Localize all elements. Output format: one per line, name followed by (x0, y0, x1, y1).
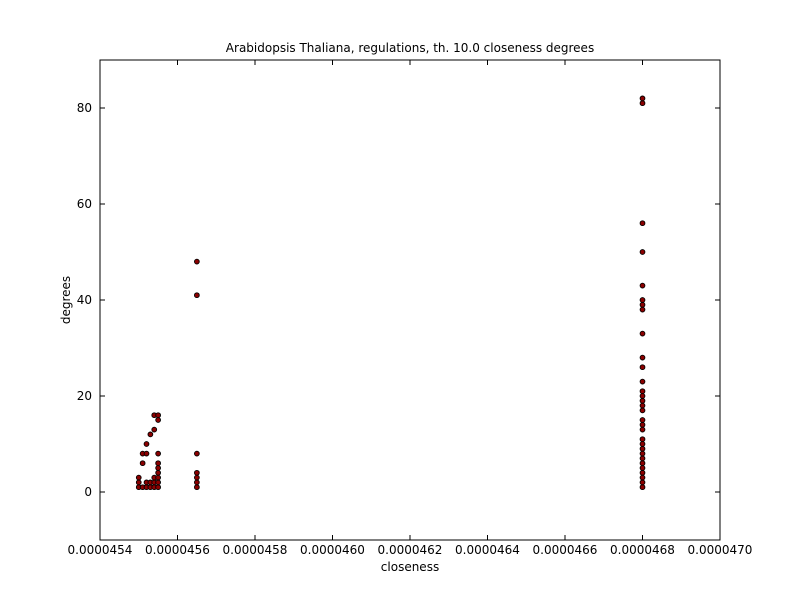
data-point (639, 282, 646, 289)
data-point (194, 484, 200, 491)
data-point (151, 426, 158, 433)
data-point (135, 479, 142, 486)
data-point (639, 474, 646, 481)
data-point (155, 412, 161, 419)
data-point (155, 417, 161, 423)
x-tick-label: 0.0000456 (145, 543, 210, 557)
data-point (639, 364, 646, 371)
data-point (639, 421, 646, 428)
data-point (147, 431, 154, 438)
data-point (143, 441, 150, 447)
data-point (639, 402, 646, 409)
y-tick-label: 40 (77, 293, 92, 307)
x-tick-label: 0.0000470 (688, 543, 753, 557)
data-point (639, 393, 646, 399)
data-point (639, 479, 646, 486)
y-tick-label: 80 (77, 101, 92, 115)
data-point (155, 450, 161, 457)
data-point (639, 249, 646, 255)
data-point (639, 445, 646, 452)
y-axis-ticks: 0 20 40 60 80 (77, 101, 720, 499)
x-tick-label: 0.0000468 (610, 543, 675, 557)
data-point (639, 455, 646, 462)
y-axis-label: degrees (59, 276, 73, 324)
data-point (639, 306, 646, 313)
data-point (639, 95, 646, 102)
data-point (639, 417, 646, 423)
data-point (639, 220, 646, 227)
x-tick-label: 0.0000464 (455, 543, 520, 557)
x-tick-label: 0.0000454 (68, 543, 133, 557)
x-tick-label: 0.0000460 (300, 543, 365, 557)
data-point (194, 469, 200, 476)
data-point (639, 450, 646, 457)
data-points (135, 95, 646, 491)
y-tick-label: 60 (77, 197, 92, 211)
y-tick-label: 0 (84, 485, 92, 499)
data-point (139, 460, 146, 467)
data-point (639, 397, 646, 404)
data-point (639, 330, 646, 337)
data-point (135, 474, 142, 481)
data-point (194, 292, 200, 299)
x-axis-ticks: 0.0000454 0.0000456 0.0000458 0.0000460 0.00… (68, 60, 753, 557)
data-point (155, 465, 161, 471)
x-tick-label: 0.0000458 (223, 543, 288, 557)
data-point (639, 465, 646, 471)
data-point (639, 388, 646, 395)
data-point (143, 450, 150, 457)
data-point (639, 378, 646, 385)
data-point (155, 479, 161, 486)
data-point (194, 258, 200, 265)
data-point (639, 484, 646, 491)
data-point (639, 301, 646, 308)
data-point (639, 100, 646, 107)
x-tick-label: 0.0000466 (533, 543, 598, 557)
data-point (639, 354, 646, 361)
data-point (155, 469, 161, 476)
data-point (639, 441, 646, 447)
x-tick-label: 0.0000462 (378, 543, 443, 557)
data-point (639, 407, 646, 414)
data-point (639, 469, 646, 476)
data-point (194, 479, 200, 486)
data-point (639, 460, 646, 467)
data-point (155, 460, 161, 467)
data-point (639, 426, 646, 433)
data-point (155, 484, 161, 491)
data-point (194, 450, 200, 457)
x-axis-label: closeness (381, 560, 439, 574)
data-point (639, 297, 646, 303)
data-point (194, 474, 200, 481)
y-tick-label: 20 (77, 389, 92, 403)
chart-title: Arabidopsis Thaliana, regulations, th. 1… (226, 41, 594, 55)
data-point (639, 436, 646, 443)
data-point (155, 474, 161, 481)
